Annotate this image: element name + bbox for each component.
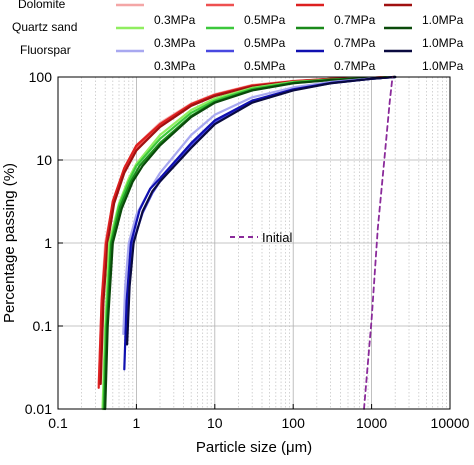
y-tick-label: 1 — [44, 235, 52, 251]
series-line-dolomite-1p0mpa — [99, 75, 397, 386]
legend-group-label: Dolomite — [18, 0, 66, 11]
series-line-dolomite-0p3mpa — [97, 75, 397, 386]
x-tick-label: 1000 — [356, 415, 387, 431]
series-line-dolomite-0p7mpa — [97, 75, 397, 389]
series-line-quartz-sand-1p0mpa — [104, 75, 397, 411]
legend-pressure-label: 1.0MPa — [422, 59, 464, 73]
series-lines — [97, 75, 397, 411]
y-tick-label: 0.1 — [33, 318, 53, 334]
x-tick-label: 10000 — [431, 415, 470, 431]
legend-pressure-label: 0.5MPa — [244, 36, 286, 50]
legend-pressure-label: 0.7MPa — [334, 13, 376, 27]
legend-pressure-label: 1.0MPa — [422, 36, 464, 50]
y-tick-label: 0.01 — [25, 401, 52, 417]
y-axis-label: Percentage passing (%) — [1, 163, 18, 323]
series-line-fluorspar-0p5mpa — [125, 75, 397, 346]
series-line-fluorspar-1p0mpa — [126, 75, 397, 346]
legend-pressure-label: 0.3MPa — [154, 13, 196, 27]
legend-initial-label: Initial — [262, 230, 292, 245]
grid — [57, 76, 451, 410]
legend: Dolomite 0.3MPa 0.5MPa 0.7MPa 1.0MPa Quartz s… — [12, 0, 464, 245]
legend-pressure-label: 0.5MPa — [244, 59, 286, 73]
x-tick-label: 100 — [282, 415, 306, 431]
y-tick-label: 10 — [36, 152, 52, 168]
series-line-dolomite-0p5mpa — [98, 75, 397, 386]
x-tick-label: 1 — [133, 415, 141, 431]
legend-pressure-label: 1.0MPa — [422, 13, 464, 27]
x-tick-label: 10 — [207, 415, 223, 431]
y-tick-label: 100 — [29, 69, 53, 85]
series-line-initial — [363, 76, 394, 410]
legend-pressure-label: 0.7MPa — [334, 36, 376, 50]
legend-pressure-label: 0.3MPa — [154, 59, 196, 73]
legend-pressure-label: 0.5MPa — [244, 13, 286, 27]
x-axis-label: Particle size (μm) — [196, 439, 312, 456]
x-tick-label: 0.1 — [48, 415, 68, 431]
legend-pressure-label: 0.7MPa — [334, 59, 376, 73]
legend-pressure-label: 0.3MPa — [154, 36, 196, 50]
legend-group-label: Quartz sand — [12, 20, 77, 34]
legend-group-label: Fluorspar — [20, 43, 71, 57]
